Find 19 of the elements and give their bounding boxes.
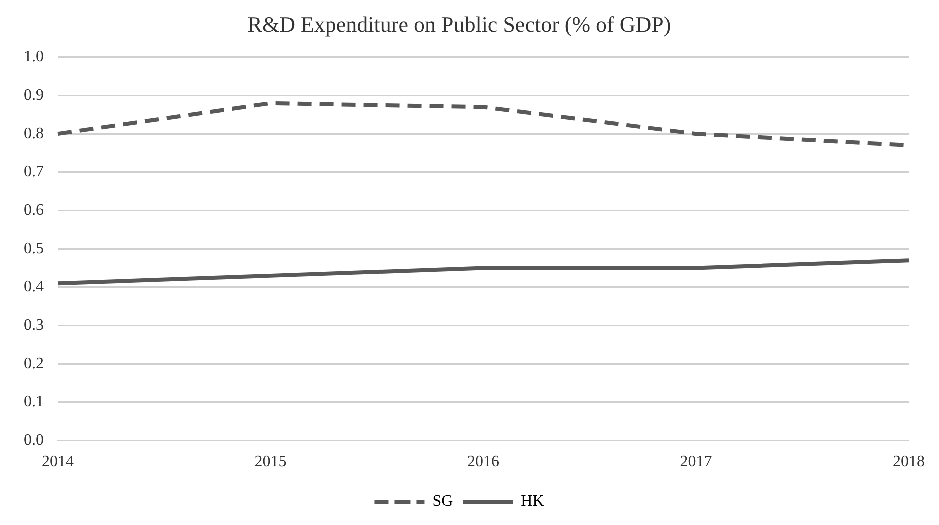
x-tick-label: 2018 [893,454,925,471]
y-tick-label: 0.9 [24,86,44,104]
chart-title: R&D Expenditure on Public Sector (% of GDP) [248,12,672,37]
legend-label: SG [432,493,454,510]
y-tick-label: 0.1 [24,394,44,411]
y-tick-label: 0.0 [24,432,44,450]
y-tick-label: 0.4 [24,278,44,296]
y-tick-label: 1.0 [24,48,44,66]
y-tick-label: 0.5 [24,240,44,258]
y-tick-label: 0.7 [24,164,44,181]
y-tick-label: 0.3 [24,316,44,334]
x-tick-label: 2014 [42,454,74,471]
y-tick-label: 0.8 [24,125,44,142]
x-tick-label: 2016 [468,454,500,471]
y-tick-label: 0.6 [24,202,44,219]
legend-label: HK [521,493,545,510]
y-tick-label: 0.2 [24,355,44,372]
x-tick-label: 2015 [254,454,287,471]
x-tick-label: 2017 [680,454,712,471]
